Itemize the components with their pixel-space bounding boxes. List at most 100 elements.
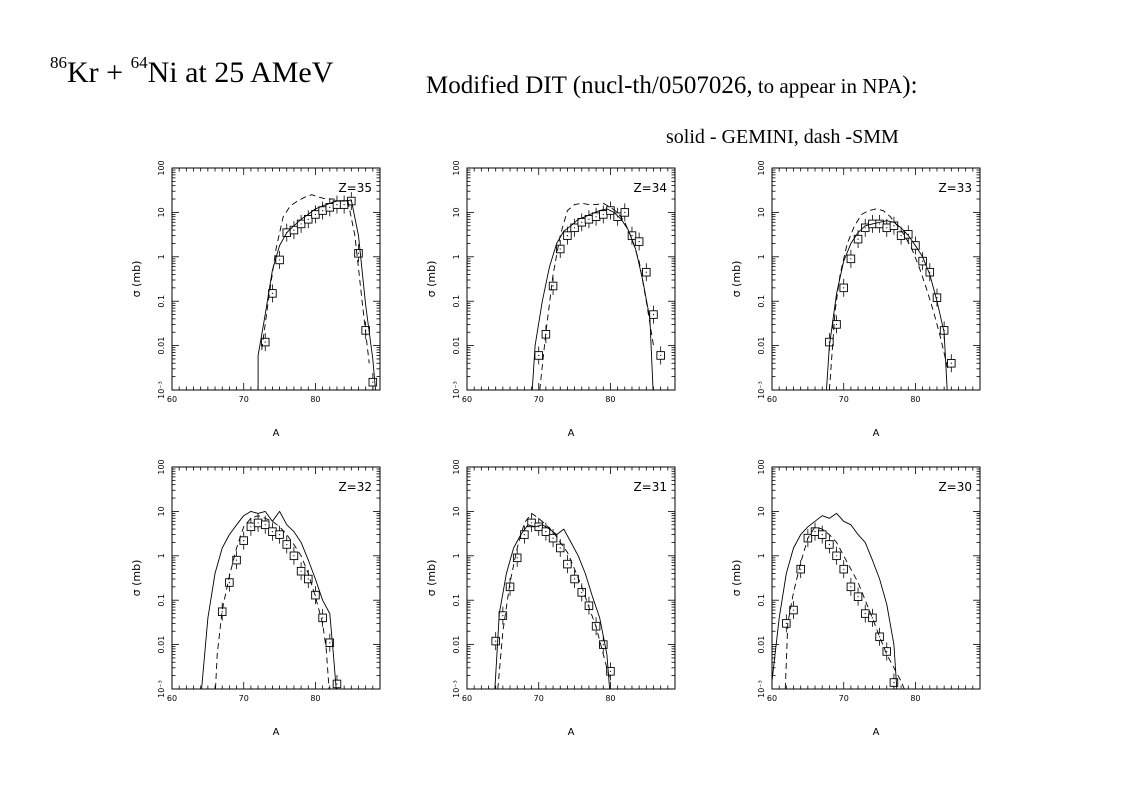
data-point — [584, 210, 594, 229]
data-point — [577, 213, 587, 232]
data-point — [782, 614, 791, 633]
data-point — [520, 525, 529, 544]
marker-dot — [329, 642, 331, 644]
x-tick-label: 60 — [462, 395, 472, 404]
y-tick-label: 100 — [452, 160, 461, 175]
x-tick-label: 60 — [462, 694, 472, 703]
marker-dot — [835, 323, 838, 326]
plus-sign: + — [98, 56, 131, 89]
y-tick-label: 10 — [757, 506, 766, 516]
model-subtitle: Modified DIT (nucl-th/0507026, to appear… — [426, 72, 918, 100]
smm-dashed-line — [497, 512, 611, 689]
marker-dot — [936, 297, 938, 299]
y-tick-label: 100 — [157, 459, 166, 474]
data-point — [642, 263, 651, 282]
data-point — [896, 226, 906, 245]
marker-dot — [602, 644, 604, 646]
y-tick-label: 10⁻³ — [757, 381, 766, 399]
y-tick-label: 0.1 — [452, 594, 461, 607]
y-tick-label: 10⁻³ — [757, 680, 766, 698]
y-tick-label: 100 — [757, 160, 766, 175]
data-point — [825, 535, 834, 554]
data-point — [534, 346, 543, 365]
marker-dot — [336, 203, 338, 206]
data-point — [627, 226, 637, 245]
y-tick-label: 10 — [452, 207, 461, 217]
data-point — [555, 239, 565, 258]
marker-dot — [300, 570, 302, 572]
data-point — [860, 604, 870, 623]
plot-frame — [771, 167, 981, 391]
marker-dot — [343, 203, 345, 206]
marker-dot — [581, 221, 583, 223]
marker-dot — [886, 227, 888, 229]
plot-area — [491, 512, 615, 689]
data-point — [832, 546, 841, 565]
data-point — [275, 525, 284, 544]
data-point — [512, 548, 522, 567]
marker-dot — [573, 227, 576, 229]
gemini-solid-line — [494, 524, 611, 689]
marker-dot — [530, 522, 533, 524]
marker-dot — [566, 235, 569, 237]
panel-label: Z=34 — [633, 181, 667, 195]
marker-dot — [538, 354, 540, 357]
marker-dot — [785, 622, 787, 625]
y-tick-label: 10 — [452, 506, 461, 516]
x-tick-label: 80 — [605, 395, 615, 404]
ni-energy-text: Ni at 25 AMeV — [147, 56, 334, 89]
data-point — [591, 207, 601, 226]
data-point — [889, 673, 899, 689]
plot-frame — [171, 466, 381, 690]
data-point — [304, 210, 313, 229]
panel-4: 60 70 80 10⁻³ 0.01 0.1 1 10 100 Aσ (mb) Z=32 — [130, 459, 381, 738]
data-point — [853, 587, 863, 606]
marker-dot — [552, 537, 554, 539]
marker-dot — [314, 594, 317, 596]
plot-area — [201, 510, 342, 689]
panel-label: Z=32 — [338, 480, 372, 494]
marker-dot — [850, 586, 852, 588]
panel-5: 60 70 80 10⁻³ 0.01 0.1 1 10 100 Aσ (mb) Z=31 — [425, 459, 676, 738]
x-tick-label: 70 — [534, 395, 544, 404]
marker-dot — [566, 563, 569, 565]
data-point — [318, 608, 327, 627]
marker-dot — [595, 216, 597, 218]
plot-area — [825, 208, 956, 390]
marker-dot — [929, 271, 931, 273]
data-point — [925, 263, 935, 282]
y-axis-label: σ (mb) — [730, 560, 743, 597]
marker-dot — [660, 354, 662, 357]
marker-dot — [821, 534, 823, 536]
y-tick-label: 10 — [757, 207, 766, 217]
data-point — [875, 214, 884, 233]
marker-dot — [602, 213, 604, 216]
marker-dot — [278, 259, 281, 261]
marker-dot — [878, 223, 881, 225]
marker-dot — [307, 578, 309, 580]
y-tick-label: 10⁻³ — [157, 680, 166, 698]
data-point — [656, 346, 665, 365]
kr-mass-number: 86 — [50, 53, 67, 72]
marker-dot — [950, 362, 952, 364]
marker-dot — [835, 555, 838, 557]
marker-dot — [293, 229, 295, 231]
y-tick-label: 10⁻³ — [452, 680, 461, 698]
panel-label: Z=30 — [938, 480, 972, 494]
data-point — [268, 522, 277, 541]
plot-area — [257, 192, 378, 390]
x-tick-label: 70 — [839, 694, 849, 703]
y-tick-label: 0.1 — [757, 594, 766, 607]
data-point — [875, 627, 884, 646]
data-point — [649, 305, 658, 324]
y-tick-label: 100 — [757, 459, 766, 474]
data-point — [634, 232, 644, 251]
data-point — [599, 205, 608, 224]
marker-dot — [588, 218, 590, 220]
marker-dot — [264, 341, 266, 343]
data-point — [918, 252, 927, 271]
data-point — [548, 276, 558, 295]
data-point — [260, 333, 270, 352]
data-point — [839, 278, 848, 297]
smm-dashed-line — [539, 202, 654, 390]
